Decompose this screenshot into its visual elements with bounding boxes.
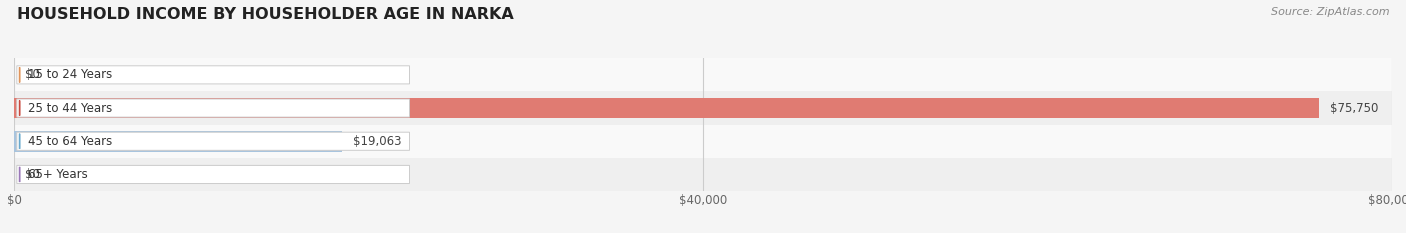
Bar — [14, 92, 1392, 125]
Text: 45 to 64 Years: 45 to 64 Years — [28, 135, 112, 148]
Bar — [14, 125, 1392, 158]
FancyBboxPatch shape — [17, 165, 409, 184]
Text: $19,063: $19,063 — [353, 135, 402, 148]
Text: 15 to 24 Years: 15 to 24 Years — [28, 68, 112, 81]
FancyBboxPatch shape — [17, 66, 409, 84]
Bar — [14, 98, 1319, 118]
Text: $0: $0 — [25, 68, 39, 81]
FancyBboxPatch shape — [17, 99, 409, 117]
Text: $75,750: $75,750 — [1330, 102, 1378, 115]
Bar — [14, 58, 1392, 92]
Text: HOUSEHOLD INCOME BY HOUSEHOLDER AGE IN NARKA: HOUSEHOLD INCOME BY HOUSEHOLDER AGE IN N… — [17, 7, 513, 22]
Bar — [14, 158, 1392, 191]
Text: Source: ZipAtlas.com: Source: ZipAtlas.com — [1271, 7, 1389, 17]
FancyBboxPatch shape — [17, 132, 409, 150]
Text: 65+ Years: 65+ Years — [28, 168, 87, 181]
Text: $0: $0 — [25, 168, 39, 181]
Text: 25 to 44 Years: 25 to 44 Years — [28, 102, 112, 115]
Bar — [14, 131, 343, 151]
